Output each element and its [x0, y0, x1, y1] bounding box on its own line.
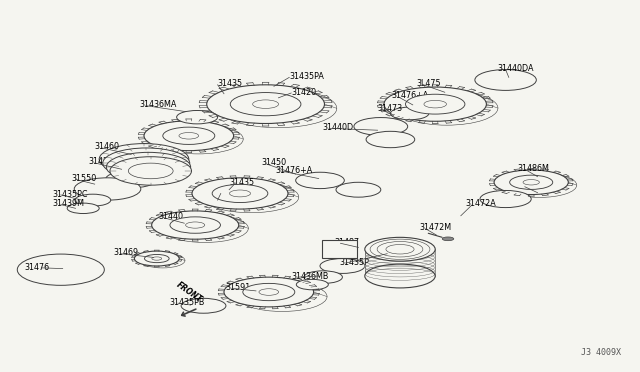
Ellipse shape	[145, 254, 169, 263]
Ellipse shape	[230, 93, 301, 116]
Ellipse shape	[106, 171, 157, 188]
Ellipse shape	[152, 211, 239, 239]
Ellipse shape	[74, 178, 141, 200]
Ellipse shape	[177, 110, 218, 124]
Ellipse shape	[124, 155, 169, 171]
Ellipse shape	[181, 298, 226, 313]
Text: 31435: 31435	[218, 79, 243, 88]
Text: 31435PB: 31435PB	[170, 298, 205, 307]
Text: 31435: 31435	[229, 178, 254, 187]
Ellipse shape	[384, 87, 486, 121]
Ellipse shape	[17, 254, 104, 285]
Ellipse shape	[67, 203, 99, 214]
Ellipse shape	[212, 185, 268, 202]
Text: 31436MA: 31436MA	[140, 100, 177, 109]
Ellipse shape	[480, 190, 531, 208]
Ellipse shape	[170, 217, 220, 233]
Ellipse shape	[304, 271, 342, 283]
Text: 31436MB: 31436MB	[291, 272, 328, 280]
Ellipse shape	[75, 194, 111, 206]
Ellipse shape	[134, 251, 179, 266]
Text: 31435PC: 31435PC	[52, 190, 88, 199]
Ellipse shape	[122, 151, 166, 167]
Text: 31440D: 31440D	[323, 123, 354, 132]
Text: 31435P: 31435P	[339, 258, 369, 267]
Ellipse shape	[144, 121, 234, 151]
Ellipse shape	[366, 131, 415, 148]
Text: 31460: 31460	[95, 142, 120, 151]
Text: 31486M: 31486M	[517, 164, 549, 173]
Text: 31439M: 31439M	[52, 199, 84, 208]
Text: 3L475: 3L475	[416, 79, 440, 88]
Ellipse shape	[442, 237, 454, 241]
Ellipse shape	[494, 170, 568, 195]
Ellipse shape	[365, 264, 435, 288]
Text: 31435PD: 31435PD	[88, 157, 124, 166]
Text: 31476+A: 31476+A	[275, 166, 312, 175]
Ellipse shape	[509, 175, 553, 189]
Text: 31435PA: 31435PA	[289, 72, 324, 81]
Text: 31472M: 31472M	[419, 223, 451, 232]
Text: FRONT: FRONT	[174, 280, 204, 304]
Text: 3143B: 3143B	[517, 182, 543, 190]
FancyBboxPatch shape	[322, 240, 357, 258]
Text: 31487: 31487	[334, 238, 359, 247]
Text: 31440: 31440	[159, 212, 184, 221]
Ellipse shape	[320, 259, 365, 273]
Text: 31476+A: 31476+A	[392, 92, 429, 100]
Ellipse shape	[192, 178, 288, 209]
Text: 31420: 31420	[291, 88, 316, 97]
Ellipse shape	[243, 283, 295, 301]
Text: 31469: 31469	[114, 248, 139, 257]
Text: J3 4009X: J3 4009X	[581, 348, 621, 357]
Ellipse shape	[224, 277, 314, 307]
Ellipse shape	[111, 160, 177, 182]
Text: 31440DA: 31440DA	[498, 64, 534, 73]
Ellipse shape	[110, 157, 191, 185]
Ellipse shape	[207, 85, 324, 124]
Text: 31472A: 31472A	[466, 199, 497, 208]
Ellipse shape	[126, 159, 171, 175]
Text: 31450: 31450	[261, 158, 286, 167]
Ellipse shape	[163, 127, 215, 144]
Text: 31591: 31591	[225, 283, 250, 292]
Ellipse shape	[296, 172, 344, 189]
Ellipse shape	[99, 144, 189, 175]
Text: 31473: 31473	[378, 104, 403, 113]
Ellipse shape	[128, 163, 173, 179]
Ellipse shape	[390, 107, 429, 120]
Ellipse shape	[354, 118, 408, 135]
Text: 31550: 31550	[72, 174, 97, 183]
Polygon shape	[365, 249, 435, 276]
Ellipse shape	[106, 153, 191, 182]
Ellipse shape	[365, 237, 435, 261]
Ellipse shape	[336, 182, 381, 197]
Text: 31476: 31476	[24, 263, 49, 272]
Text: 31436M: 31436M	[216, 188, 248, 197]
Ellipse shape	[103, 148, 189, 178]
Ellipse shape	[475, 70, 536, 90]
Ellipse shape	[406, 94, 465, 114]
Ellipse shape	[296, 279, 328, 290]
